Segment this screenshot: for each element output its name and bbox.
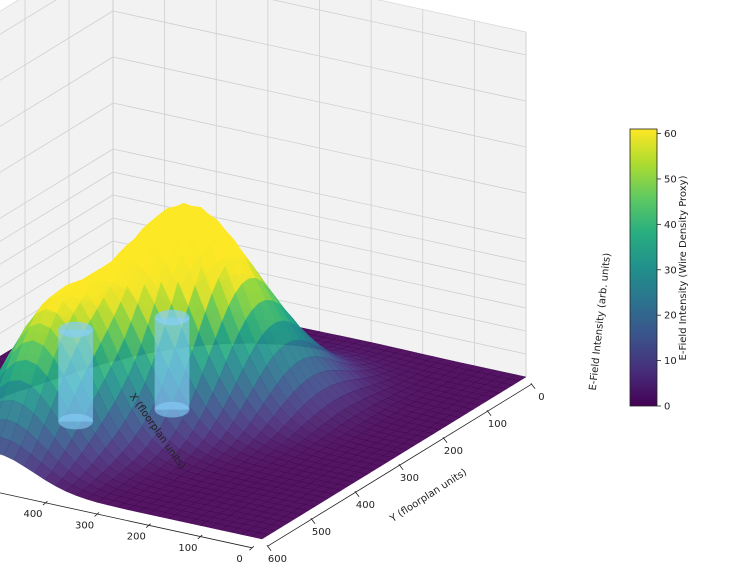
x-tick-label: 400 (23, 509, 42, 520)
colorbar-label: E-Field Intensity (Wire Density Proxy) (678, 175, 689, 360)
colorbar-ticks: 0 10 20 30 40 50 60 (657, 129, 677, 412)
x-tick-label: 300 (75, 520, 94, 531)
y-tick-mark (355, 491, 359, 496)
y-tick-label: 600 (268, 554, 287, 565)
y-tick-mark (487, 410, 491, 415)
colorbar-tick-label: 0 (664, 402, 670, 413)
colorbar-tick-label: 60 (664, 129, 677, 140)
z-axis-label: E-Field Intensity (arb. units) (588, 252, 613, 391)
y-tick-label: 400 (356, 500, 375, 511)
y-tick-label: 100 (488, 419, 507, 430)
pillar-base (58, 414, 93, 430)
y-tick-mark (531, 383, 535, 388)
pillar-body (155, 318, 190, 410)
x-tick-mark (249, 546, 254, 550)
colorbar-tick-label: 40 (664, 220, 677, 231)
pillar-top (58, 322, 93, 338)
pillar-1 (155, 310, 190, 418)
colorbar-tick-label: 10 (664, 356, 677, 367)
pillar-0 (58, 322, 93, 430)
y-tick-mark (311, 518, 315, 523)
colorbar-tick-label: 50 (664, 174, 677, 185)
colorbar-tick-label: 30 (664, 265, 677, 276)
colorbar-tick-label: 20 (664, 311, 677, 322)
x-tick-label: 100 (178, 543, 197, 554)
colorbar-gradient (630, 129, 657, 406)
y-tick-mark (267, 545, 271, 550)
colorbar: 0 10 20 30 40 50 60 E-Field Intensity (Wire De… (630, 129, 689, 413)
x-tick-label: 0 (236, 554, 242, 565)
y-tick-label: 300 (400, 473, 419, 484)
y-tick-label: 0 (538, 392, 544, 403)
y-tick-label: 500 (312, 527, 331, 538)
pillar-base (155, 402, 190, 418)
x-tick-label: 200 (127, 532, 146, 543)
pillar-top (155, 310, 190, 326)
y-tick-label: 200 (444, 446, 463, 457)
y-tick-mark (399, 464, 403, 469)
pillar-body (58, 330, 93, 422)
y-tick-mark (443, 437, 447, 442)
